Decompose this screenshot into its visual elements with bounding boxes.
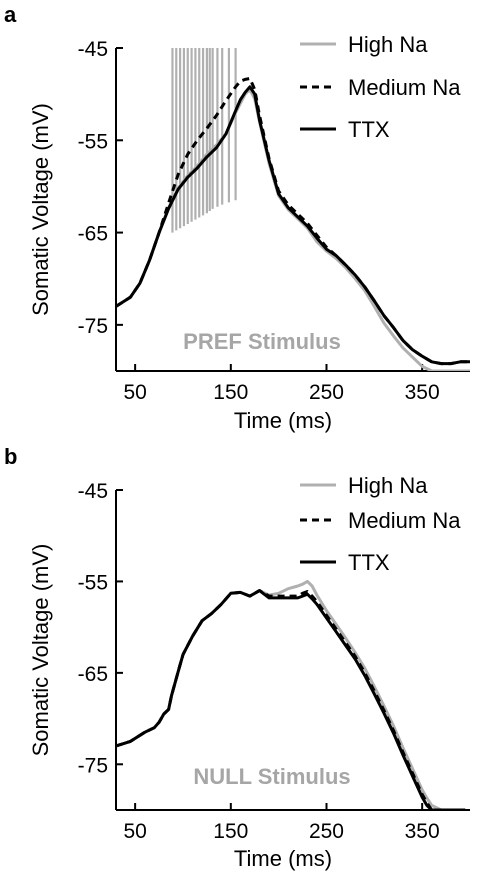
y-tick-label: -65 <box>78 223 108 246</box>
y-tick-label: -65 <box>78 663 108 686</box>
x-axis-title: Time (ms) <box>234 846 332 871</box>
x-tick-label: 150 <box>213 820 248 843</box>
y-tick-label: -45 <box>78 480 108 503</box>
legend-label: Medium Na <box>348 508 461 533</box>
panel-label: b <box>4 444 17 469</box>
legend-label: TTX <box>348 550 390 575</box>
x-tick-label: 350 <box>405 381 440 404</box>
legend-label: High Na <box>348 32 428 57</box>
plot-area <box>116 48 470 371</box>
y-axis-title: Somatic Voltage (mV) <box>28 544 53 757</box>
panel-a: a -45 -55 -65 -75 50 150 250 350 Time (ms) Somatic… <box>4 2 470 433</box>
x-tick-label: 250 <box>309 381 344 404</box>
plot-area <box>116 579 466 810</box>
series-line-ttx <box>116 589 466 810</box>
legend-label: TTX <box>348 117 390 142</box>
series-line-ttx <box>116 85 470 366</box>
x-tick-label: 50 <box>123 820 146 843</box>
y-tick-label: -75 <box>78 315 108 338</box>
legend-label: High Na <box>348 473 428 498</box>
y-tick-label: -55 <box>78 130 108 153</box>
x-tick-label: 150 <box>213 381 248 404</box>
panel-b: b -45 -55 -65 -75 50 150 250 350 Time (ms) Somatic… <box>4 444 470 871</box>
stimulus-annotation: NULL Stimulus <box>193 764 350 789</box>
stimulus-annotation: PREF Stimulus <box>183 329 341 354</box>
y-axis-title: Somatic Voltage (mV) <box>28 103 53 316</box>
x-tick-label: 250 <box>309 820 344 843</box>
y-tick-label: -55 <box>78 571 108 594</box>
y-tick-label: -45 <box>78 38 108 61</box>
panel-label: a <box>4 2 17 27</box>
series-line-medium-na <box>116 589 466 810</box>
x-tick-label: 350 <box>405 820 440 843</box>
x-axis-title: Time (ms) <box>234 408 332 433</box>
legend-label: Medium Na <box>348 75 461 100</box>
x-tick-label: 50 <box>123 381 146 404</box>
y-tick-label: -75 <box>78 754 108 777</box>
